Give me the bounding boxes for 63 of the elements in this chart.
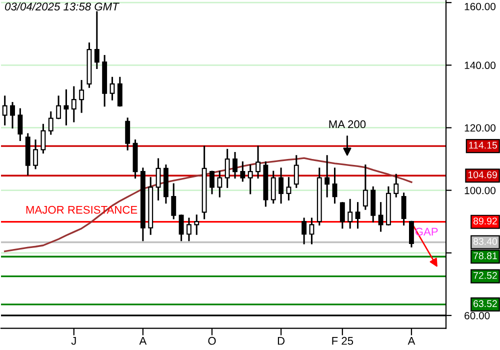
candlestick <box>309 218 314 244</box>
candlestick <box>71 86 76 122</box>
annotation: 03/04/2025 13:58 GMT <box>5 2 120 10</box>
ref-line-label: 78.81 <box>474 252 497 260</box>
candlestick <box>332 168 338 204</box>
candlestick <box>94 11 100 70</box>
candlestick <box>240 161 246 182</box>
candlestick <box>278 168 284 204</box>
ref-line-label: 72.52 <box>474 272 497 279</box>
y-tick-label: 120.00 <box>464 124 496 132</box>
candlestick <box>302 218 307 244</box>
candlestick <box>48 111 54 135</box>
x-tick-label: O <box>208 336 216 345</box>
y-tick-label: 100.00 <box>464 186 496 194</box>
line-series <box>4 157 412 252</box>
candlestick <box>156 158 161 200</box>
y-tick-label: 160.00 <box>464 2 496 10</box>
candlestick <box>18 108 23 142</box>
candlestick <box>378 202 384 232</box>
ref-line-label: 83.40 <box>473 238 498 245</box>
candlestick <box>64 89 69 126</box>
x-tick-label: A <box>139 337 147 345</box>
candlestick <box>79 80 84 113</box>
x-tick-label: D <box>278 337 285 345</box>
ref-line-label: 63.52 <box>474 300 497 308</box>
candlestick <box>117 76 122 107</box>
candlestick <box>362 164 368 210</box>
candlestick <box>210 170 214 194</box>
y-tick-label: 140.00 <box>464 62 496 70</box>
candlestick <box>178 214 184 242</box>
candlestick <box>348 198 353 229</box>
candlestick <box>10 102 15 128</box>
candlestick <box>2 96 8 126</box>
candlestick <box>194 214 200 235</box>
candlestick <box>171 183 176 220</box>
candlestick <box>56 96 62 120</box>
annotation: MA 200 <box>329 120 366 128</box>
y-tick-label: 60.00 <box>464 312 490 320</box>
ref-line-label: 114.15 <box>469 142 497 149</box>
candlestick <box>110 76 115 100</box>
candlestick <box>125 118 130 150</box>
x-tick-label: A <box>408 337 416 345</box>
candlestick <box>294 155 299 188</box>
candlestick <box>33 139 38 170</box>
candlestick <box>256 146 260 179</box>
x-tick-label: J <box>71 337 76 345</box>
candlestick <box>286 177 292 200</box>
candlestick <box>270 170 276 204</box>
candlestick <box>401 192 406 226</box>
candlestick <box>394 174 399 198</box>
candlestick <box>40 124 46 154</box>
candlestick <box>248 164 253 194</box>
ref-line-label: 104.69 <box>468 171 497 178</box>
ref-line-label: 89.92 <box>473 218 497 224</box>
candlestick <box>224 148 230 188</box>
candlestick <box>186 218 192 242</box>
candlestick <box>340 202 345 229</box>
candlestick <box>232 152 238 179</box>
candlestick <box>409 220 414 248</box>
candlestick <box>217 170 222 198</box>
candlestick <box>324 155 330 198</box>
x-tick-label: F 25 <box>332 336 354 345</box>
candlestick <box>355 202 360 229</box>
